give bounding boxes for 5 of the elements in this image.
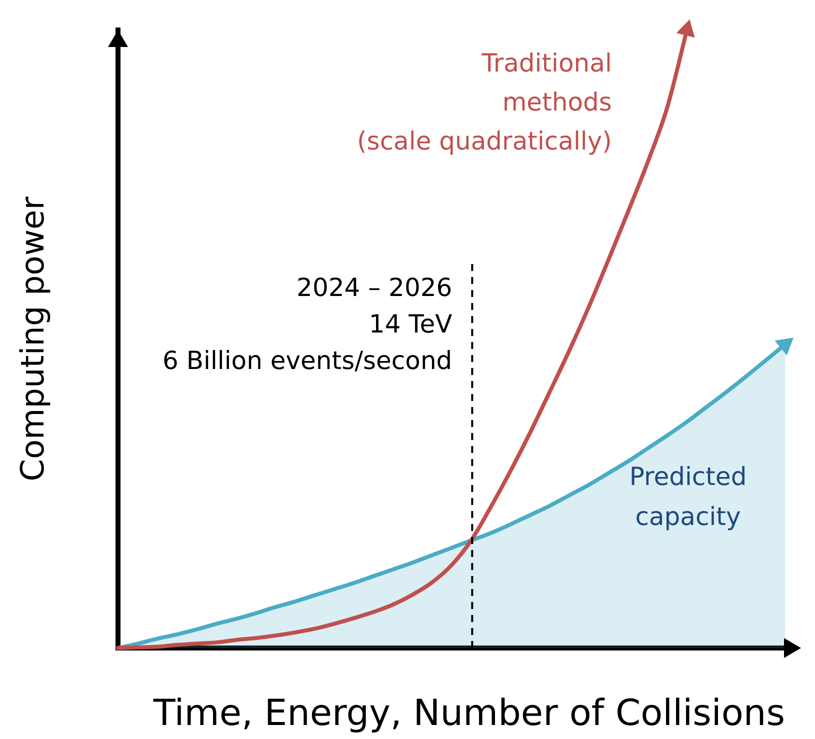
annotation: 2024 – 2026 14 TeV 6 Billion events/second xyxy=(162,273,452,376)
x-axis-title: Time, Energy, Number of Collisions xyxy=(152,692,785,734)
series-label: Predicted capacity xyxy=(629,462,747,532)
y-axis-title: Computing power xyxy=(14,196,52,482)
series-label: Traditional methods (scale quadratically) xyxy=(357,48,612,156)
